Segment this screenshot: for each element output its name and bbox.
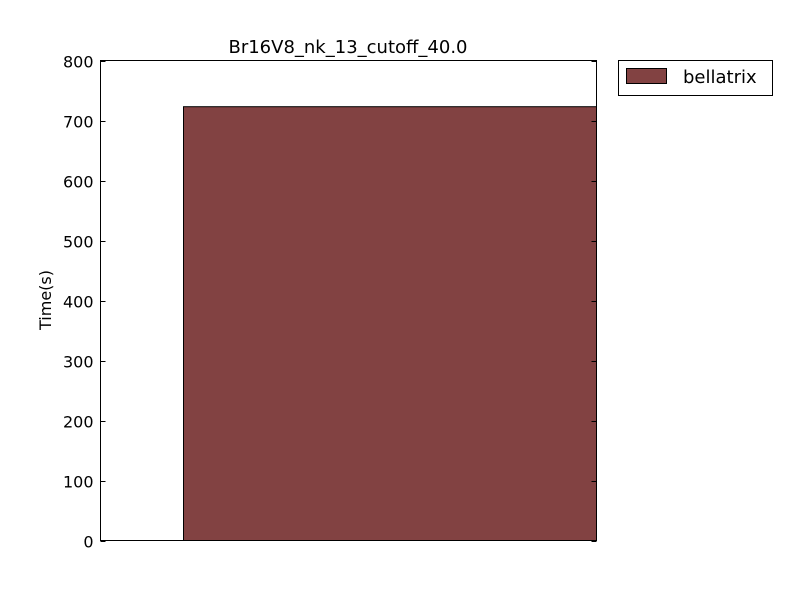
legend: bellatrix bbox=[618, 60, 773, 96]
y-tick-label: 300 bbox=[63, 353, 94, 372]
y-tick-label: 700 bbox=[63, 113, 94, 132]
chart-title: Br16V8_nk_13_cutoff_40.0 bbox=[228, 37, 467, 58]
y-tick-label: 600 bbox=[63, 173, 94, 192]
y-axis-label: Time(s) bbox=[36, 270, 55, 331]
y-tick-label: 400 bbox=[63, 293, 94, 312]
bar-bellatrix-0 bbox=[183, 106, 597, 541]
plot-area: 0 100 200 300 400 500 600 700 800 bbox=[63, 53, 597, 552]
legend-label-bellatrix: bellatrix bbox=[683, 67, 757, 88]
legend-swatch-bellatrix bbox=[626, 68, 667, 84]
y-tick-label: 200 bbox=[63, 413, 94, 432]
y-tick-label: 0 bbox=[83, 533, 93, 552]
bars-group bbox=[183, 106, 597, 541]
y-tick-label: 800 bbox=[63, 53, 94, 72]
y-axis-ticks: 0 100 200 300 400 500 600 700 800 bbox=[63, 53, 597, 552]
plot-frame bbox=[100, 60, 597, 541]
y-tick-label: 100 bbox=[63, 473, 94, 492]
y-tick-label: 500 bbox=[63, 233, 94, 252]
